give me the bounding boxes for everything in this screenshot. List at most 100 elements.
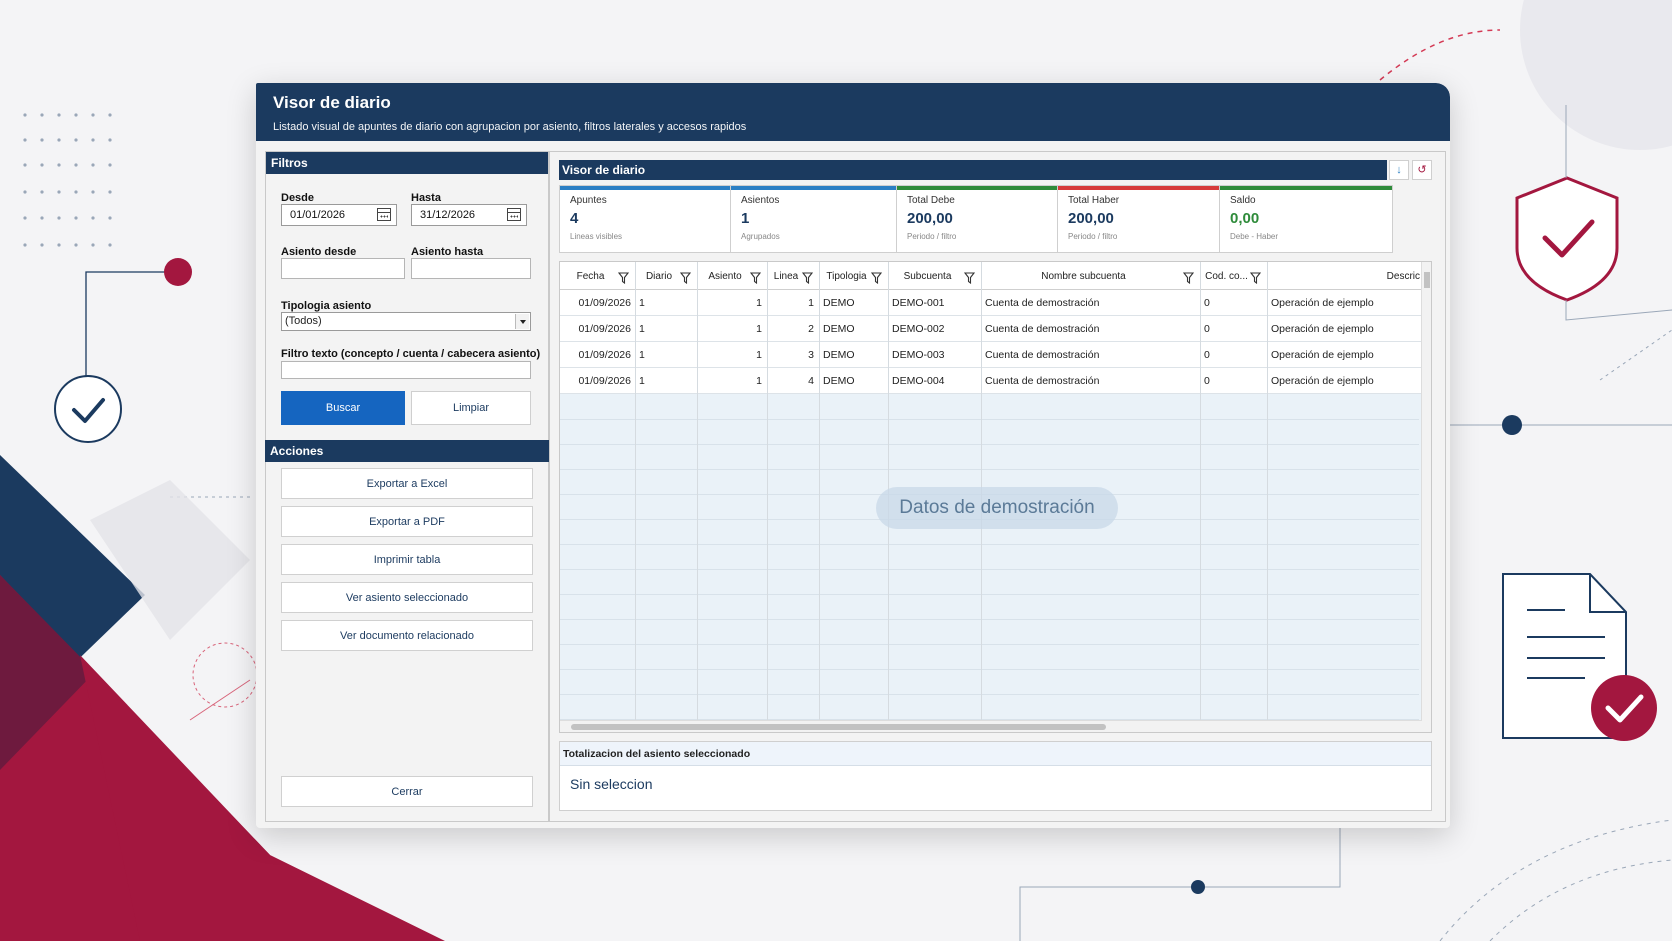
hasta-label: Hasta: [411, 192, 441, 204]
column-divider: [767, 262, 768, 720]
table-cell: 1: [639, 323, 645, 335]
kpi-card: Saldo 0,00 Debe - Haber: [1219, 185, 1393, 253]
desde-date-input[interactable]: 01/01/2026: [281, 204, 397, 226]
grid-line: [560, 619, 1419, 620]
vertical-scrollbar[interactable]: [1421, 262, 1431, 732]
table-cell: DEMO: [823, 349, 855, 361]
column-header[interactable]: Tipologia: [819, 262, 888, 290]
table-cell: Operación de ejemplo: [1271, 297, 1374, 309]
filter-icon[interactable]: [749, 271, 762, 285]
filtro-texto-input[interactable]: [281, 361, 531, 379]
table-cell: 01/09/2026: [578, 349, 631, 361]
table-cell: DEMO: [823, 375, 855, 387]
table-row[interactable]: 01/09/2026 1 1 2 DEMO DEMO-002 Cuenta de demos…: [560, 316, 1422, 342]
kpi-label: Total Haber: [1068, 195, 1120, 206]
window-subtitle: Listado visual de apuntes de diario con …: [273, 121, 747, 133]
demo-watermark: Datos de demostración: [876, 487, 1118, 529]
kpi-subtitle: Debe - Haber: [1230, 232, 1279, 241]
filters-header: Filtros: [266, 152, 548, 174]
horizontal-scroll-thumb[interactable]: [571, 724, 1106, 730]
table-cell: Cuenta de demostración: [985, 375, 1100, 387]
table-row[interactable]: 01/09/2026 1 1 1 DEMO DEMO-001 Cuenta de demos…: [560, 290, 1422, 316]
acciones-header: Acciones: [265, 440, 549, 462]
horizontal-scrollbar[interactable]: [560, 720, 1422, 732]
column-header[interactable]: Descric: [1267, 262, 1422, 290]
column-header[interactable]: Cod. co...: [1200, 262, 1267, 290]
cerrar-button[interactable]: Cerrar: [281, 776, 533, 807]
sort-down-button[interactable]: ↓: [1389, 160, 1409, 180]
ver-asiento-button[interactable]: Ver asiento seleccionado: [281, 582, 533, 613]
column-header[interactable]: Fecha: [560, 262, 635, 290]
kpi-card: Apuntes 4 Lineas visibles: [559, 185, 733, 253]
grid-line: [560, 719, 1419, 720]
filter-icon[interactable]: [963, 271, 976, 285]
refresh-button[interactable]: ↺: [1412, 160, 1432, 180]
grid-line: [560, 594, 1419, 595]
table-cell: Cuenta de demostración: [985, 297, 1100, 309]
table-cell: 1: [639, 349, 645, 361]
column-header[interactable]: Nombre subcuenta: [981, 262, 1200, 290]
tipologia-value: (Todos): [285, 315, 322, 327]
column-header[interactable]: Diario: [635, 262, 697, 290]
table-cell: Operación de ejemplo: [1271, 323, 1374, 335]
filter-icon[interactable]: [1182, 271, 1195, 285]
grid-line: [560, 694, 1419, 695]
hasta-value: 31/12/2026: [420, 209, 476, 221]
navy-dot: [1502, 415, 1522, 435]
exportar-pdf-button[interactable]: Exportar a PDF: [281, 506, 533, 537]
filters-panel: Filtros Desde 01/01/2026 Hasta 31/12/202…: [265, 151, 549, 822]
grid-header: Fecha Diario Asiento Linea Tipologia Subcuent…: [560, 262, 1422, 290]
limpiar-button[interactable]: Limpiar: [411, 391, 531, 425]
table-cell: 2: [808, 323, 814, 335]
imprimir-tabla-button[interactable]: Imprimir tabla: [281, 544, 533, 575]
grid-line: [560, 544, 1419, 545]
asiento-desde-input[interactable]: [281, 258, 405, 279]
column-header[interactable]: Linea: [767, 262, 819, 290]
table-row[interactable]: 01/09/2026 1 1 4 DEMO DEMO-004 Cuenta de demos…: [560, 368, 1422, 394]
app-window: Visor de diario Listado visual de apunte…: [256, 83, 1450, 828]
chevron-down-icon[interactable]: [515, 314, 529, 329]
kpi-subtitle: Periodo / filtro: [1068, 232, 1118, 241]
red-dot: [164, 258, 192, 286]
hasta-date-input[interactable]: 31/12/2026: [411, 204, 527, 226]
kpi-subtitle: Lineas visibles: [570, 232, 623, 241]
table-cell: DEMO-003: [892, 349, 945, 361]
filter-icon[interactable]: [1249, 271, 1262, 285]
table-cell: DEMO: [823, 297, 855, 309]
filter-icon[interactable]: [679, 271, 692, 285]
kpi-subtitle: Periodo / filtro: [907, 232, 957, 241]
asiento-hasta-input[interactable]: [411, 258, 531, 279]
shield-icon: [1515, 176, 1619, 302]
table-cell: 1: [756, 349, 762, 361]
filter-icon[interactable]: [801, 271, 814, 285]
kpi-value: 0,00: [1230, 210, 1260, 227]
buscar-button[interactable]: Buscar: [281, 391, 405, 425]
asiento-hasta-label: Asiento hasta: [411, 246, 484, 258]
asiento-desde-label: Asiento desde: [281, 246, 357, 258]
calendar-icon[interactable]: [377, 208, 391, 221]
filter-icon[interactable]: [870, 271, 883, 285]
tipologia-select[interactable]: (Todos): [281, 312, 531, 331]
table-row[interactable]: 01/09/2026 1 1 3 DEMO DEMO-003 Cuenta de demos…: [560, 342, 1422, 368]
calendar-icon[interactable]: [507, 208, 521, 221]
kpi-subtitle: Agrupados: [741, 232, 780, 241]
totals-value: Sin seleccion: [570, 776, 653, 792]
filter-icon[interactable]: [617, 271, 630, 285]
ver-documento-button[interactable]: Ver documento relacionado: [281, 620, 533, 651]
column-header[interactable]: Subcuenta: [888, 262, 981, 290]
kpi-value: 1: [741, 210, 750, 227]
column-header-label: Descric: [1386, 270, 1420, 282]
column-header-label: Diario: [645, 270, 673, 282]
kpi-card: Total Debe 200,00 Periodo / filtro: [896, 185, 1070, 253]
table-cell: 4: [808, 375, 814, 387]
vertical-scroll-thumb[interactable]: [1424, 272, 1430, 288]
table-cell: 1: [808, 297, 814, 309]
table-cell: Cuenta de demostración: [985, 349, 1100, 361]
column-header[interactable]: Asiento: [697, 262, 767, 290]
kpi-label: Asientos: [741, 195, 780, 206]
journal-grid[interactable]: Fecha Diario Asiento Linea Tipologia Subcuent…: [559, 261, 1432, 733]
table-cell: Operación de ejemplo: [1271, 349, 1374, 361]
table-cell: DEMO-001: [892, 297, 945, 309]
exportar-excel-button[interactable]: Exportar a Excel: [281, 468, 533, 499]
tipologia-label: Tipologia asiento: [281, 300, 372, 312]
